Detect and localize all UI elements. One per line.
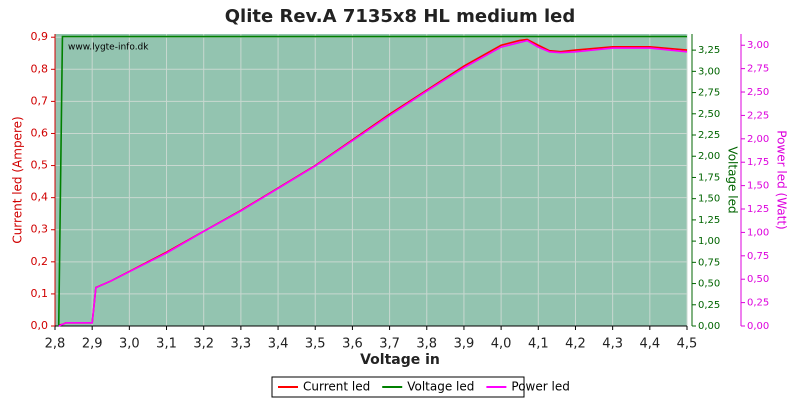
y2-tick-label: 3,00 <box>698 66 720 77</box>
legend-label: Voltage led <box>407 380 474 394</box>
x-tick-label: 4,5 <box>677 337 698 352</box>
y3-tick-label: 2,00 <box>747 134 769 145</box>
y-tick-label: 0,0 <box>31 319 49 332</box>
y2-tick-label: 2,50 <box>698 109 720 120</box>
x-tick-label: 2,9 <box>82 337 103 352</box>
y3-tick-label: 0,50 <box>747 274 769 285</box>
x-tick-label: 4,0 <box>491 337 512 352</box>
y-tick-label: 0,2 <box>31 255 49 268</box>
y3-tick-label: 1,75 <box>747 157 769 168</box>
y2-tick-label: 1,25 <box>698 215 720 226</box>
y3-tick-label: 3,00 <box>747 40 769 51</box>
x-tick-label: 3,5 <box>305 337 326 352</box>
y3-axis-title: Power led (Watt) <box>775 130 789 229</box>
y2-tick-label: 0,25 <box>698 300 720 311</box>
x-tick-label: 4,3 <box>602 337 623 352</box>
y3-tick-label: 2,50 <box>747 87 769 98</box>
y2-tick-label: 1,50 <box>698 194 720 205</box>
y-tick-label: 0,8 <box>31 62 49 75</box>
watermark: www.lygte-info.dk <box>68 43 149 53</box>
y3-tick-label: 1,00 <box>747 227 769 238</box>
x-tick-label: 2,8 <box>45 337 66 352</box>
y-tick-label: 0,5 <box>31 159 49 172</box>
chart-title: Qlite Rev.A 7135x8 HL medium led <box>225 6 576 27</box>
y2-tick-label: 1,00 <box>698 236 720 247</box>
x-axis-title: Voltage in <box>360 352 440 368</box>
y2-tick-label: 0,50 <box>698 279 720 290</box>
y-tick-label: 0,3 <box>31 223 49 236</box>
y3-tick-label: 2,75 <box>747 64 769 75</box>
y2-tick-label: 0,00 <box>698 321 720 332</box>
y2-axis-title: Voltage led <box>726 146 740 213</box>
plot-area <box>55 34 687 326</box>
y-axis-title: Current led (Ampere) <box>11 116 25 243</box>
x-tick-label: 3,1 <box>156 337 177 352</box>
y2-tick-label: 0,75 <box>698 257 720 268</box>
y3-tick-label: 2,25 <box>747 110 769 121</box>
x-tick-label: 4,2 <box>565 337 586 352</box>
y3-tick-label: 0,25 <box>747 298 769 309</box>
y-tick-label: 0,1 <box>31 287 49 300</box>
series-line <box>58 39 688 327</box>
x-tick-label: 3,6 <box>342 337 363 352</box>
y-tick-label: 0,4 <box>31 191 49 204</box>
y2-tick-label: 3,25 <box>698 45 720 56</box>
y2-tick-label: 2,00 <box>698 151 720 162</box>
y2-tick-label: 2,25 <box>698 130 720 141</box>
y3-tick-label: 1,50 <box>747 181 769 192</box>
y-tick-label: 0,7 <box>31 94 49 107</box>
y3-tick-label: 1,25 <box>747 204 769 215</box>
x-tick-label: 3,4 <box>268 337 289 352</box>
y3-tick-label: 0,75 <box>747 251 769 262</box>
y-tick-label: 0,6 <box>31 126 49 139</box>
y3-tick-label: 0,00 <box>747 321 769 332</box>
series-line <box>57 35 687 327</box>
x-tick-label: 3,0 <box>119 337 140 352</box>
x-tick-label: 3,9 <box>454 337 475 352</box>
x-tick-label: 3,2 <box>193 337 214 352</box>
y2-tick-label: 1,75 <box>698 172 720 183</box>
x-tick-label: 3,7 <box>379 337 400 352</box>
x-tick-label: 4,1 <box>528 337 549 352</box>
x-tick-label: 3,3 <box>231 337 252 352</box>
x-tick-label: 3,8 <box>416 337 437 352</box>
legend-label: Current led <box>303 380 370 394</box>
legend-label: Power led <box>511 380 569 394</box>
y-tick-label: 0,9 <box>31 30 49 43</box>
y2-tick-label: 2,75 <box>698 88 720 99</box>
x-tick-label: 4,4 <box>639 337 660 352</box>
